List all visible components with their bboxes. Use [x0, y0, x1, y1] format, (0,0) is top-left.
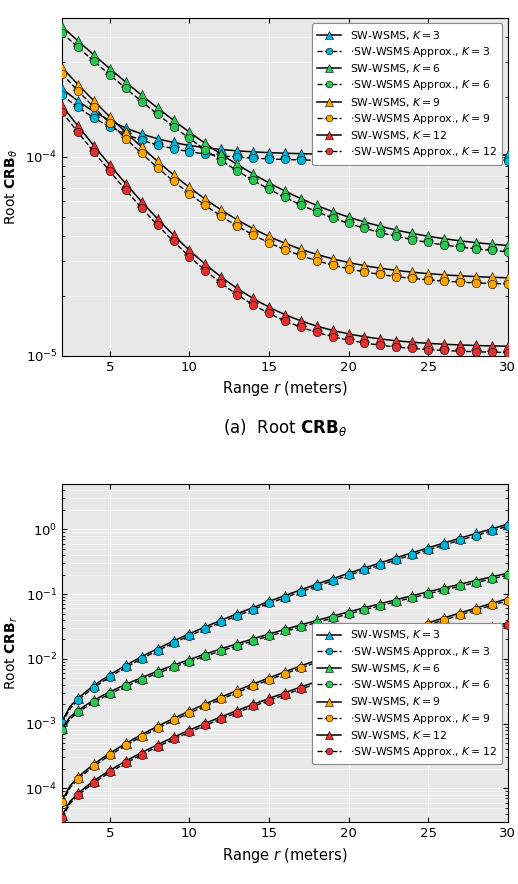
X-axis label: Range $r$ (meters): Range $r$ (meters)	[222, 379, 348, 398]
Y-axis label: Root $\mathbf{CRB}_{r}$: Root $\mathbf{CRB}_{r}$	[3, 616, 20, 690]
Legend: SW-WSMS, $K = 3$, $\cdot$SW-WSMS Approx., $K = 3$, SW-WSMS, $K = 6$, $\cdot$SW-W: SW-WSMS, $K = 3$, $\cdot$SW-WSMS Approx.…	[312, 623, 502, 765]
Text: (b)  Root $\mathbf{CRB}_{r}$: (b) Root $\mathbf{CRB}_{r}$	[223, 883, 347, 884]
Y-axis label: Root $\mathbf{CRB}_{\theta}$: Root $\mathbf{CRB}_{\theta}$	[3, 149, 20, 225]
Text: (a)  Root $\mathbf{CRB}_{\theta}$: (a) Root $\mathbf{CRB}_{\theta}$	[223, 416, 347, 438]
X-axis label: Range $r$ (meters): Range $r$ (meters)	[222, 845, 348, 865]
Legend: SW-WSMS, $K = 3$, $\cdot$SW-WSMS Approx., $K = 3$, SW-WSMS, $K = 6$, $\cdot$SW-W: SW-WSMS, $K = 3$, $\cdot$SW-WSMS Approx.…	[312, 23, 502, 164]
